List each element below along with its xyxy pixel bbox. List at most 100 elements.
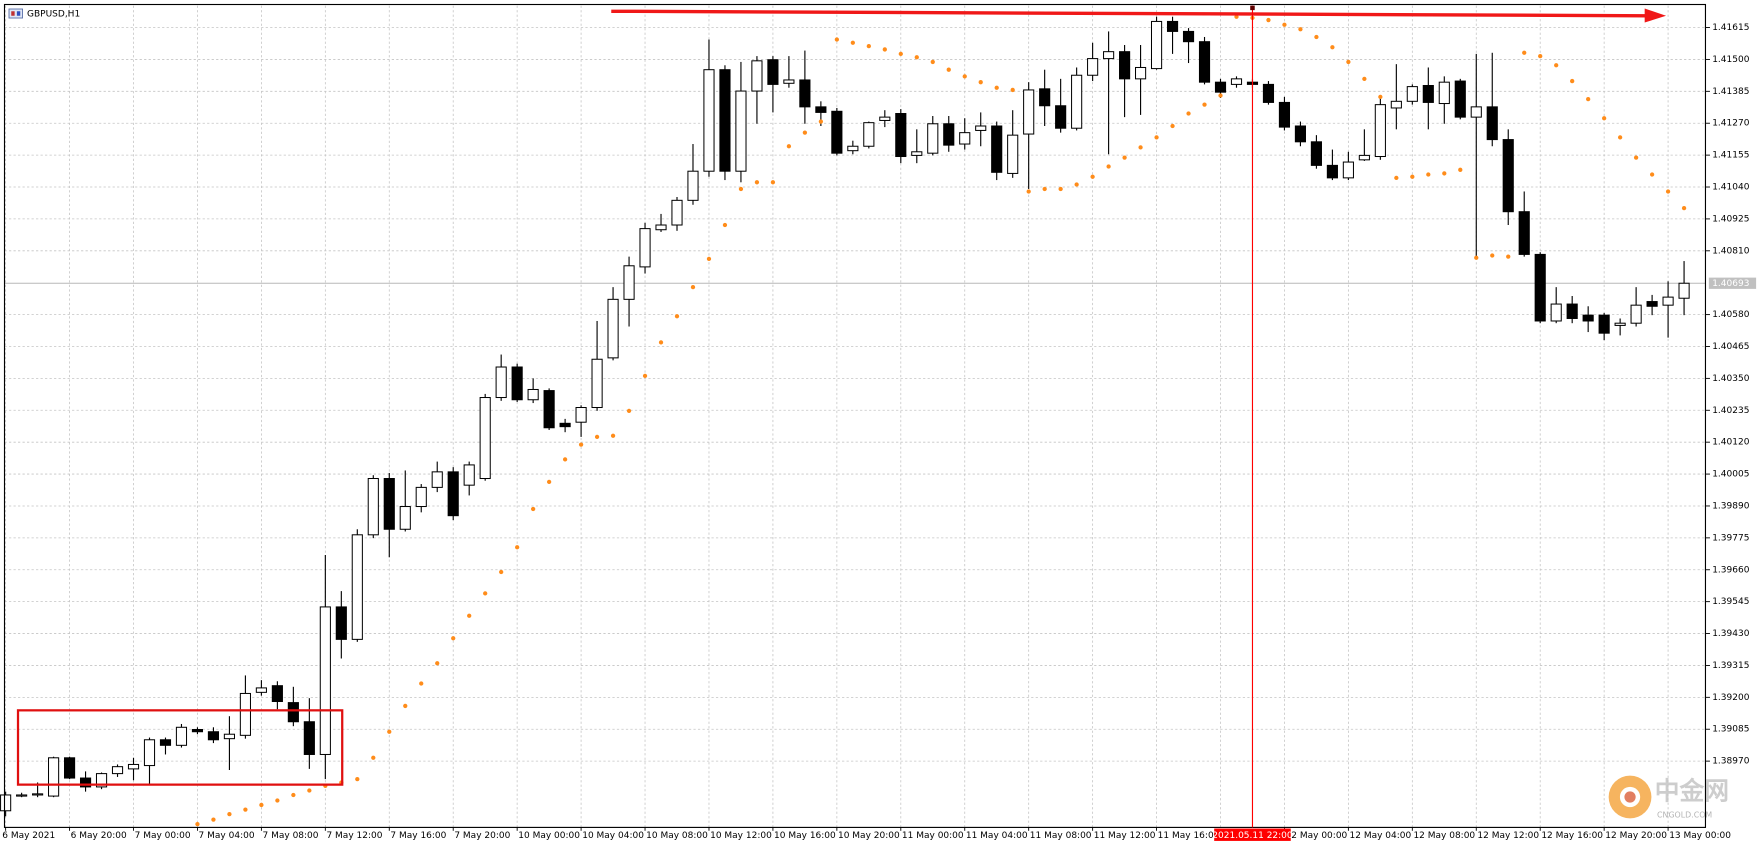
x-tick-label: 12 May 08:00: [1413, 831, 1475, 841]
candle-body: [495, 366, 507, 399]
candle-body: [1198, 41, 1211, 83]
sar-dot: [674, 314, 680, 319]
y-tick-label: 1.41270: [1712, 119, 1749, 129]
y-tick-label: 1.39890: [1712, 501, 1749, 511]
candle-body: [1150, 20, 1163, 70]
sar-dot: [1633, 155, 1639, 160]
sar-dot: [1058, 186, 1063, 192]
x-tick-label: 11 May 08:00: [1030, 831, 1092, 841]
watermark-name: 中金网: [1655, 777, 1729, 806]
candle-body: [159, 739, 172, 746]
watermark: 中金网 CNGOLD.COM: [1608, 775, 1729, 820]
sar-dot: [1202, 102, 1207, 107]
sar-dot: [1170, 123, 1175, 129]
sar-dot: [1586, 96, 1591, 102]
plot-border: [3, 3, 1707, 828]
sar-dot: [1074, 182, 1079, 187]
y-tick-label: 1.41155: [1712, 151, 1749, 161]
sar-dot: [978, 80, 983, 85]
current-price-label: 1.40693: [1712, 279, 1749, 289]
candle-body: [1422, 84, 1434, 103]
candle-body: [575, 407, 587, 423]
candle-body: [927, 123, 939, 154]
sar-dot: [259, 802, 264, 808]
candle-body: [1390, 100, 1402, 109]
sar-dot: [850, 40, 855, 45]
sar-dot: [722, 222, 728, 228]
candle-body: [143, 739, 156, 767]
candle-body: [127, 763, 140, 770]
candle-body: [735, 90, 747, 172]
x-tick-label: 7 May 12:00: [326, 831, 382, 841]
candle-body: [1502, 139, 1514, 213]
sar-dot: [515, 545, 520, 550]
candle-body: [751, 60, 763, 92]
x-tick-label: 10 May 20:00: [838, 831, 900, 841]
candle-body: [511, 366, 523, 401]
x-tick-label: 11 May 12:00: [1094, 831, 1156, 841]
candle-body: [975, 125, 987, 131]
sar-dot: [770, 180, 776, 185]
sar-dot: [1218, 93, 1223, 98]
sar-dot: [1106, 164, 1111, 169]
sar-dot: [1314, 34, 1319, 40]
candle-body: [1135, 66, 1147, 80]
candle-body: [207, 731, 220, 741]
candle-body: [895, 113, 907, 158]
sar-dot: [946, 67, 951, 72]
candle-body: [383, 478, 395, 530]
candle-body: [639, 228, 651, 268]
candle-body: [1103, 51, 1115, 60]
candle-body: [687, 170, 699, 201]
y-tick-label: 1.40350: [1712, 374, 1749, 384]
y-tick-label: 1.40810: [1712, 246, 1749, 256]
watermark-site: CNGOLD.COM: [1657, 811, 1712, 820]
sar-dot: [1026, 189, 1031, 194]
candle-body: [1358, 154, 1370, 161]
sar-dot: [962, 74, 967, 79]
x-tick-label: 10 May 16:00: [774, 831, 836, 841]
candle-body: [1550, 303, 1562, 322]
x-tick-label: 11 May 00:00: [902, 831, 964, 841]
candle-body: [623, 265, 635, 300]
watermark-logo: [1624, 791, 1636, 803]
candle-body: [0, 794, 12, 812]
candle-body: [1614, 322, 1626, 326]
candle-body: [783, 79, 795, 84]
x-tick-label: 7 May 20:00: [454, 831, 510, 841]
sar-dot: [1186, 111, 1191, 116]
sar-dot: [1298, 27, 1303, 32]
y-tick-label: 1.39775: [1712, 533, 1749, 543]
candle-body: [959, 132, 971, 145]
sar-dot: [1410, 174, 1415, 179]
sar-dot: [994, 85, 999, 90]
candle-body: [415, 486, 427, 508]
chart-icon: [16, 11, 21, 16]
x-tick-label: 10 May 08:00: [646, 831, 708, 841]
candle-body: [1678, 282, 1690, 299]
candle-body: [1486, 106, 1498, 141]
sar-dot: [1522, 50, 1527, 55]
candle-body: [463, 464, 475, 486]
candle-body: [767, 59, 779, 85]
candle-body: [1023, 89, 1035, 135]
candle-body: [479, 397, 491, 480]
candle-body: [63, 757, 76, 779]
candle-body: [1598, 314, 1610, 334]
chart-title: GBPUSD,H1: [27, 10, 80, 20]
sar-dot: [531, 506, 536, 512]
sar-dot: [658, 340, 664, 345]
sar-dot: [1617, 135, 1623, 140]
sar-dot: [1362, 76, 1367, 81]
candle-body: [1406, 86, 1418, 102]
sar-dot: [403, 703, 408, 709]
candle-body: [1646, 301, 1658, 307]
y-tick-label: 1.38970: [1712, 757, 1749, 767]
candle-body: [1582, 314, 1594, 322]
sar-dot: [818, 119, 824, 124]
candle-body: [607, 298, 619, 359]
candle-body: [287, 702, 299, 723]
x-tick-label: 12 May 12:00: [1477, 831, 1539, 841]
